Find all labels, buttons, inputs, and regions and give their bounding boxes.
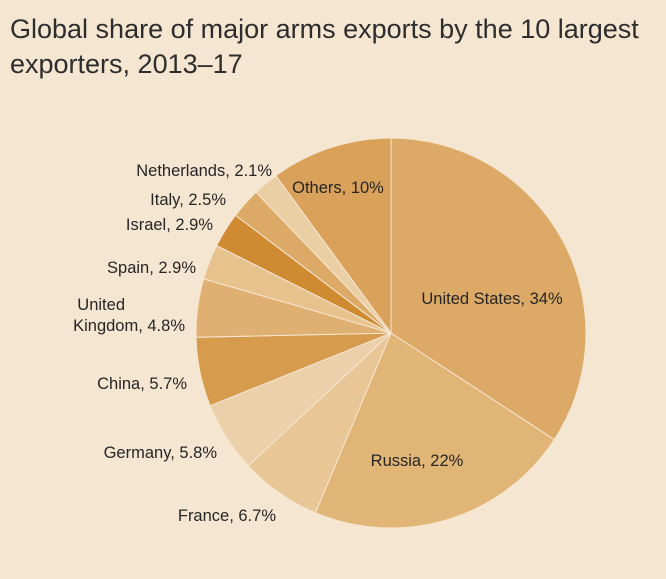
pie-label-china: China, 5.7% bbox=[97, 375, 187, 393]
pie-label-germany: Germany, 5.8% bbox=[104, 444, 218, 462]
pie-label-russia: Russia, 22% bbox=[371, 452, 464, 470]
pie-label-netherlands: Netherlands, 2.1% bbox=[136, 162, 272, 180]
pie-labels: United States, 34% Russia, 22% France, 6.7… bbox=[73, 162, 563, 525]
chart-title: Global share of major arms exports by th… bbox=[10, 14, 639, 79]
pie-label-spain: Spain, 2.9% bbox=[107, 259, 196, 277]
pie-slice-united-states bbox=[390, 137, 587, 441]
pie-slices bbox=[195, 137, 587, 529]
pie-slice-russia bbox=[314, 332, 555, 529]
pie-label-united-kingdom: United Kingdom, 4.8% bbox=[73, 296, 185, 335]
pie-label-italy: Italy, 2.5% bbox=[150, 191, 226, 209]
pie-label-united-states: United States, 34% bbox=[421, 290, 563, 308]
pie-slice-others bbox=[275, 137, 392, 335]
pie-label-france: France, 6.7% bbox=[178, 507, 276, 525]
pie-label-israel: Israel, 2.9% bbox=[126, 216, 213, 234]
pie-label-others: Others, 10% bbox=[292, 179, 384, 197]
